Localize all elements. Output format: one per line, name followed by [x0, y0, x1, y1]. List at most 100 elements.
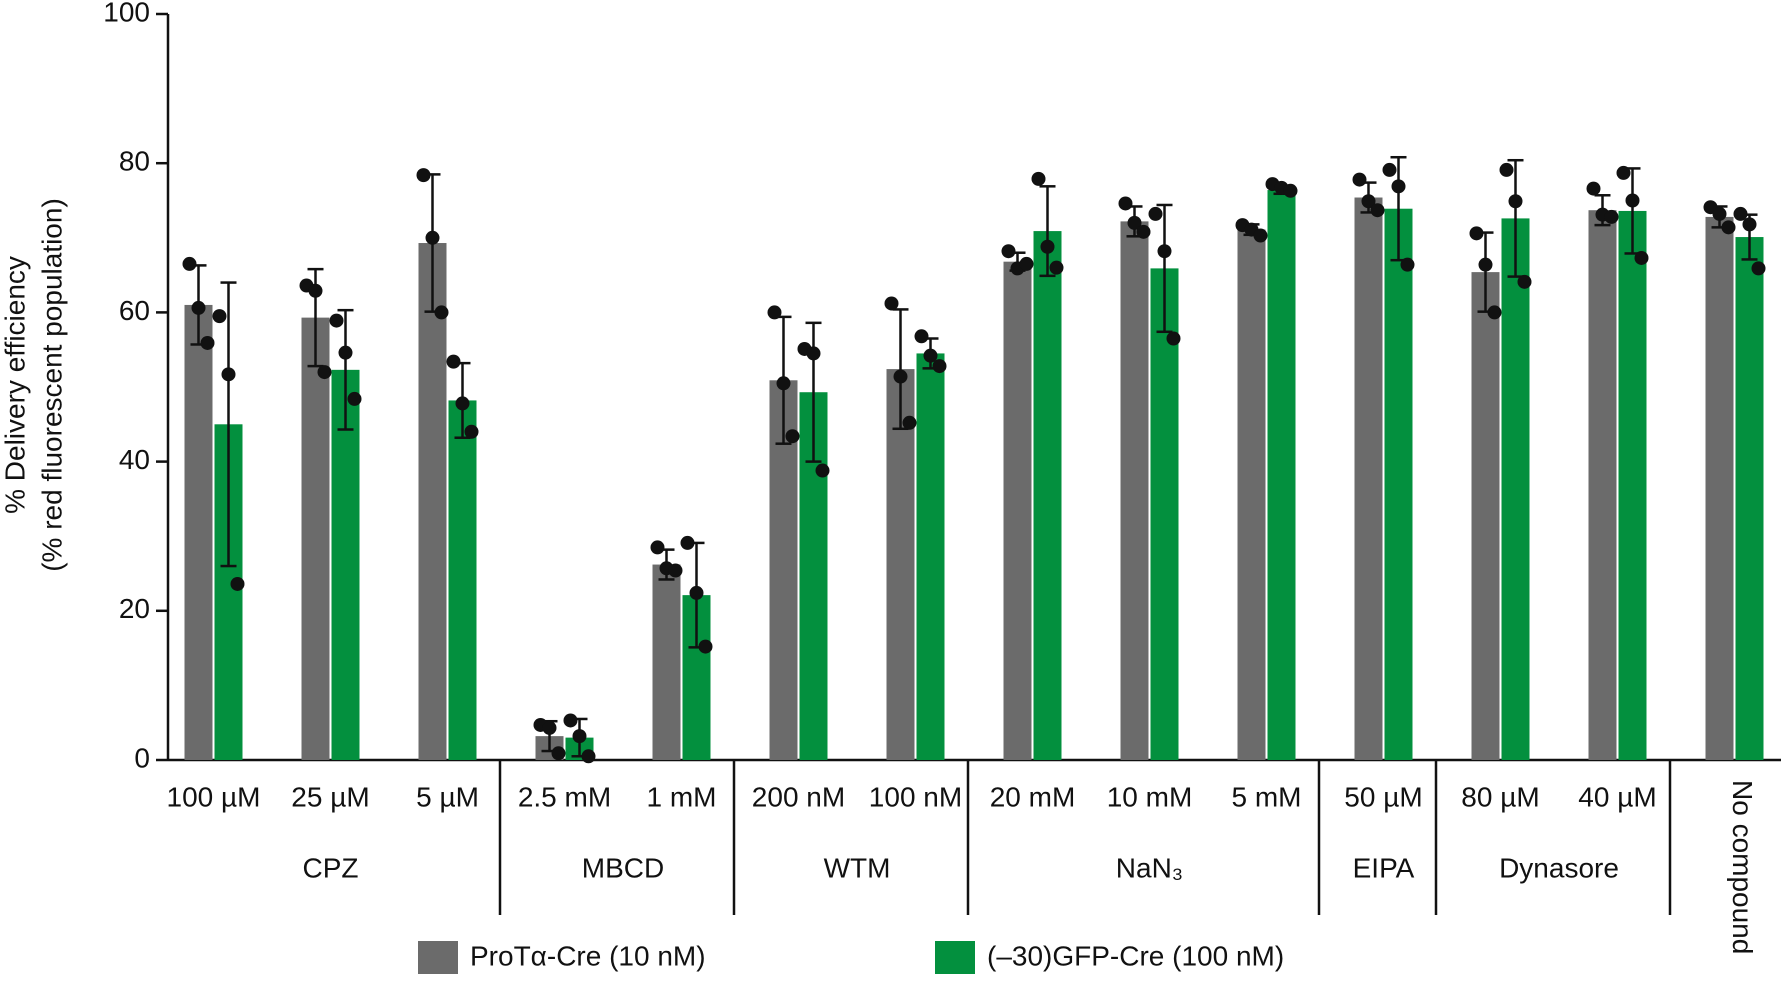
data-point [1361, 194, 1376, 209]
y-tick-label: 60 [119, 295, 150, 326]
x-tick-label: 25 µM [291, 781, 369, 812]
bar [916, 353, 945, 760]
data-point [1127, 215, 1142, 230]
data-point [1634, 250, 1649, 265]
data-point [329, 313, 344, 328]
x-tick-label: 50 µM [1344, 781, 1422, 812]
data-point [1352, 172, 1367, 187]
bar [1267, 190, 1296, 760]
data-point [698, 639, 713, 654]
data-point [1040, 239, 1055, 254]
data-point [923, 348, 938, 363]
x-tick-label: 100 µM [167, 781, 261, 812]
data-point [200, 335, 215, 350]
data-point [1517, 274, 1532, 289]
data-point [1604, 209, 1619, 224]
data-point [680, 535, 695, 550]
data-point [425, 230, 440, 245]
data-point [455, 396, 470, 411]
data-point [317, 365, 332, 380]
data-point [1616, 165, 1631, 180]
data-point [464, 424, 479, 439]
data-point [347, 391, 362, 406]
data-point [689, 585, 704, 600]
group-label: WTM [824, 852, 891, 883]
x-tick-label: 20 mM [990, 781, 1076, 812]
data-point [1712, 206, 1727, 221]
data-point [1391, 179, 1406, 194]
bar [418, 243, 447, 761]
data-point [668, 563, 683, 578]
data-point [1253, 228, 1268, 243]
data-point [446, 354, 461, 369]
data-point [416, 168, 431, 183]
data-point [563, 713, 578, 728]
bar [1384, 208, 1413, 760]
y-axis-label: (% red fluorescent population) [36, 198, 67, 572]
x-tick-label: 5 µM [416, 781, 479, 812]
data-point [1508, 194, 1523, 209]
data-point [767, 305, 782, 320]
data-point [434, 305, 449, 320]
data-point [1400, 257, 1415, 272]
x-tick-label: 10 mM [1107, 781, 1193, 812]
y-tick-label: 80 [119, 146, 150, 177]
data-point [914, 329, 929, 344]
bar [1588, 210, 1617, 760]
data-point [191, 300, 206, 315]
legend-swatch [935, 941, 975, 974]
data-point [1370, 203, 1385, 218]
legend-label: (–30)GFP-Cre (100 nM) [987, 940, 1284, 971]
data-point [902, 415, 917, 430]
data-point [1382, 162, 1397, 177]
group-label: NaN₃ [1116, 852, 1183, 883]
data-point [1031, 171, 1046, 186]
data-point [1118, 196, 1133, 211]
bar [1033, 231, 1062, 760]
data-point [1478, 257, 1493, 272]
bar [1237, 229, 1266, 760]
y-tick-label: 0 [134, 742, 150, 773]
data-point [1469, 226, 1484, 241]
bar [301, 317, 330, 760]
data-point [1499, 162, 1514, 177]
data-point [884, 296, 899, 311]
bar [184, 304, 213, 760]
x-tick-label: 80 µM [1461, 781, 1539, 812]
data-point [806, 346, 821, 361]
data-point [182, 256, 197, 271]
data-point [1157, 244, 1172, 259]
bar [331, 369, 360, 760]
data-point [1166, 331, 1181, 346]
legend-swatch [418, 941, 458, 974]
bar [448, 400, 477, 760]
data-point [1751, 261, 1766, 276]
y-tick-label: 20 [119, 593, 150, 624]
bar [1471, 272, 1500, 760]
bar [886, 369, 915, 760]
bar [1120, 221, 1149, 760]
data-point [1586, 181, 1601, 196]
data-point [893, 369, 908, 384]
bar [1150, 268, 1179, 760]
data-point [776, 376, 791, 391]
legend-label: ProTα-Cre (10 nM) [470, 940, 706, 971]
data-point [212, 309, 227, 324]
group-label: MBCD [582, 852, 664, 883]
data-point [581, 749, 596, 764]
y-tick-label: 100 [103, 0, 150, 27]
data-point [551, 746, 566, 761]
data-point [572, 729, 587, 744]
data-point [1733, 206, 1748, 221]
data-point [1019, 256, 1034, 271]
data-point [1001, 244, 1016, 259]
bar [1618, 210, 1647, 761]
data-point [1742, 217, 1757, 232]
data-point [1148, 206, 1163, 221]
data-point [542, 720, 557, 735]
data-point [650, 540, 665, 555]
data-point [338, 345, 353, 360]
y-tick-label: 40 [119, 444, 150, 475]
bar [1735, 237, 1764, 760]
x-tick-label: 1 mM [647, 781, 717, 812]
